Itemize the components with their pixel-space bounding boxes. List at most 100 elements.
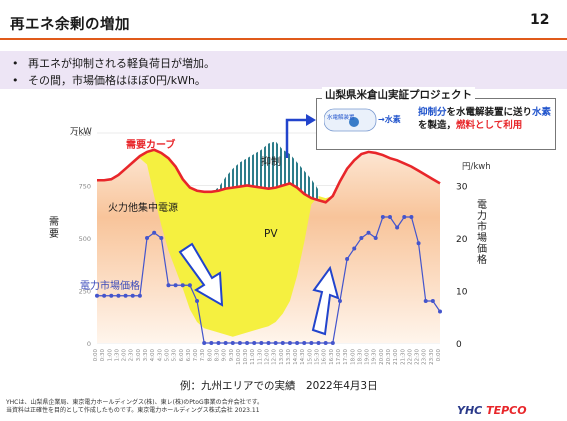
left-axis-label: 需 要 xyxy=(49,216,59,240)
x-tick-label: 8:30 xyxy=(214,349,220,362)
right-axis-label: 電力市場価格 xyxy=(477,199,487,266)
x-tick-label: 22:30 xyxy=(415,349,421,365)
x-tick-label: 13:30 xyxy=(286,349,292,365)
x-tick-label: 15:30 xyxy=(315,349,321,365)
bullet-dot: • xyxy=(12,74,19,87)
right-tick-label: 0 xyxy=(456,340,462,350)
x-tick-label: 3:00 xyxy=(136,349,142,362)
right-tick-label: 10 xyxy=(456,288,468,298)
hydrogen-arrow-label: →水素 xyxy=(378,114,401,124)
x-tick-label: 12:00 xyxy=(265,349,271,365)
bullet-2: • その間，市場価格はほぼ0円/kWh。 xyxy=(12,72,206,88)
yhc-logo: YHC TEPCO xyxy=(457,404,527,417)
left-tick-label: 500 xyxy=(79,235,91,243)
x-tick-label: 12:30 xyxy=(272,349,278,365)
x-tick-label: 9:00 xyxy=(222,349,228,362)
x-tick-label: 15:00 xyxy=(307,349,313,365)
price-point xyxy=(102,293,107,298)
callout-arrow xyxy=(285,118,308,158)
x-tick-label: 17:00 xyxy=(336,349,342,365)
price-point xyxy=(116,293,121,298)
price-point xyxy=(273,341,278,345)
price-series-label: 電力市場価格 xyxy=(80,279,140,292)
x-tick-label: 16:00 xyxy=(322,349,328,365)
pv-area xyxy=(97,149,440,337)
x-tick-label: 13:00 xyxy=(279,349,285,365)
right-tick-label: 30 xyxy=(456,183,468,193)
down-arrow-icon xyxy=(178,242,224,307)
right-axis-char: 市 xyxy=(477,220,487,233)
price-point xyxy=(330,341,335,345)
electrolyzer-diagram: 水電解装置 →水素 xyxy=(324,108,401,132)
x-tick-label: 21:30 xyxy=(400,349,406,365)
price-points xyxy=(95,215,442,345)
x-tick-label: 4:30 xyxy=(157,349,163,362)
demand-curve-label: 需要カーブ xyxy=(126,138,175,151)
x-tick-label: 5:00 xyxy=(164,349,170,362)
yhc-logo-text: YHC xyxy=(457,404,483,417)
x-tick-label: 19:30 xyxy=(372,349,378,365)
x-tick-label: 6:30 xyxy=(186,349,192,362)
price-point xyxy=(223,341,228,345)
price-point xyxy=(402,215,407,219)
price-point xyxy=(202,341,207,345)
x-tick-label: 23:00 xyxy=(422,349,428,365)
electrolyzer-label: 水電解装置 xyxy=(327,113,355,121)
price-point xyxy=(137,293,142,298)
bullet-dot: • xyxy=(12,57,19,70)
bullet-1-text: 再エネが抑制される軽負荷日が増加。 xyxy=(28,57,215,70)
price-point xyxy=(438,309,442,314)
price-point xyxy=(259,341,264,345)
x-tick-label: 20:00 xyxy=(379,349,385,365)
price-point xyxy=(187,283,192,288)
price-point xyxy=(123,293,128,298)
x-tick-label: 20:30 xyxy=(386,349,392,365)
x-tick-label: 23:30 xyxy=(429,349,435,365)
price-point xyxy=(195,299,200,303)
price-point xyxy=(173,283,178,288)
x-tick-label: 18:30 xyxy=(357,349,363,365)
curtail-label: 抑制 xyxy=(261,155,281,168)
proj-text-4: を製造， xyxy=(418,120,457,131)
proj-text-1: 抑制分 xyxy=(418,107,447,118)
x-tick-label: 14:30 xyxy=(300,349,306,365)
x-tick-label: 3:30 xyxy=(143,349,149,362)
price-point xyxy=(366,230,371,235)
x-tick-label: 2:30 xyxy=(129,349,135,362)
price-point xyxy=(252,341,257,345)
x-tick-label: 16:30 xyxy=(329,349,335,365)
price-point xyxy=(316,341,321,345)
price-point xyxy=(295,341,300,345)
price-point xyxy=(159,236,164,240)
price-point xyxy=(337,299,342,303)
x-tick-label: 10:00 xyxy=(236,349,242,365)
x-tick-label: 5:30 xyxy=(172,349,178,362)
price-point xyxy=(166,283,171,288)
x-tick-label: 10:30 xyxy=(243,349,249,365)
x-tick-label: 19:00 xyxy=(365,349,371,365)
price-point xyxy=(387,215,392,219)
right-axis-char: 場 xyxy=(477,231,487,244)
x-tick-label: 2:00 xyxy=(122,349,128,362)
project-title: 山梨県米倉山実証プロジェクト xyxy=(322,87,475,102)
chart-caption: 例：九州エリアでの実績 2022年4月3日 xyxy=(180,380,378,392)
price-point xyxy=(423,299,428,303)
x-tick-label: 9:30 xyxy=(229,349,235,362)
left-tick-label: 750 xyxy=(79,183,91,191)
tepco-logo-text: TEPCO xyxy=(486,404,527,417)
price-point xyxy=(430,299,435,303)
price-point xyxy=(145,236,150,240)
proj-text-3: 水素 xyxy=(532,107,552,118)
bullet-band xyxy=(0,51,567,89)
x-tick-label: 1:00 xyxy=(107,349,113,362)
price-point xyxy=(280,341,285,345)
x-tick-label: 4:00 xyxy=(150,349,156,362)
x-tick-label: 22:00 xyxy=(407,349,413,365)
x-tick-label: 0:00 xyxy=(93,349,99,362)
x-tick-label: 14:00 xyxy=(293,349,299,365)
x-tick-label: 18:00 xyxy=(350,349,356,365)
right-axis-char: 価 xyxy=(477,242,487,255)
left-tick-label: 250 xyxy=(79,288,91,296)
price-point xyxy=(416,241,421,246)
